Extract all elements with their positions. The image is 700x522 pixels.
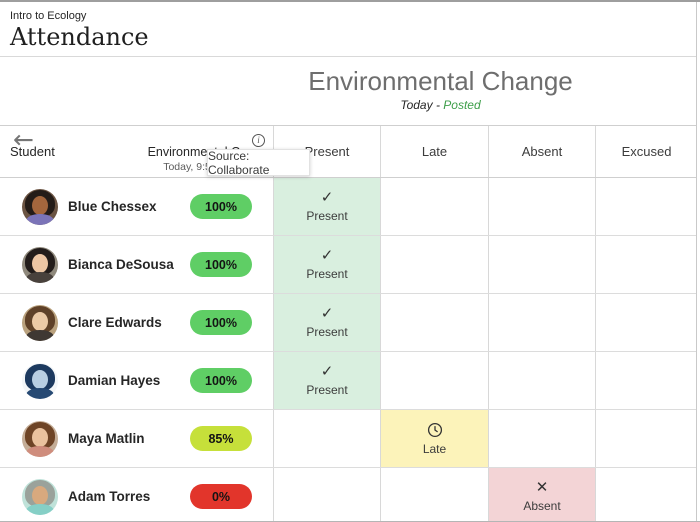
- absent-cell[interactable]: [488, 236, 595, 293]
- table-row: Damian Hayes 100% ✓ Present: [0, 352, 696, 410]
- student-name: Bianca DeSousa: [68, 257, 174, 272]
- excused-cell[interactable]: [595, 352, 697, 409]
- back-arrow-icon[interactable]: ←: [13, 125, 34, 154]
- absent-cell[interactable]: ✕ Absent: [488, 468, 595, 521]
- table-row: Clare Edwards 100% ✓ Present: [0, 294, 696, 352]
- excused-column-header: Excused: [595, 126, 697, 177]
- clock-icon: [427, 422, 442, 437]
- app-header: Intro to Ecology Attendance: [0, 2, 696, 57]
- absent-cell[interactable]: [488, 352, 595, 409]
- attendance-percent-badge: 85%: [190, 426, 252, 451]
- status-label: Late: [422, 441, 447, 456]
- excused-cell[interactable]: [595, 178, 697, 235]
- attendance-percent-badge: 100%: [190, 194, 252, 219]
- course-name: Intro to Ecology: [10, 10, 87, 22]
- attendance-percent-badge: 100%: [190, 252, 252, 277]
- present-cell[interactable]: ✓ Present: [273, 352, 380, 409]
- table-row: Adam Torres 0% ✕ Absent: [0, 468, 697, 521]
- table-row: Bianca DeSousa 100% ✓ Present: [0, 236, 696, 294]
- status-label: Present: [306, 325, 348, 339]
- late-column-header: Late: [380, 126, 488, 177]
- late-cell[interactable]: [380, 236, 488, 293]
- excused-cell[interactable]: [595, 294, 697, 351]
- avatar: [22, 362, 58, 399]
- student-cell: Damian Hayes 100%: [0, 352, 273, 409]
- excused-cell[interactable]: [595, 468, 697, 521]
- student-name: Maya Matlin: [68, 431, 145, 446]
- absent-cell[interactable]: [488, 294, 595, 351]
- source-tooltip-text: Source: Collaborate: [208, 148, 270, 177]
- student-name: Adam Torres: [68, 489, 151, 504]
- student-cell: Bianca DeSousa 100%: [0, 236, 273, 293]
- check-icon: ✓: [320, 304, 334, 322]
- source-tooltip: Source: Collaborate: [207, 148, 310, 177]
- meeting-subtitle: Today - Posted: [400, 98, 481, 112]
- avatar: [22, 478, 58, 515]
- present-cell[interactable]: ✓ Present: [273, 236, 380, 293]
- absent-cell[interactable]: [488, 410, 595, 467]
- status-label: Absent: [523, 499, 561, 513]
- late-cell[interactable]: [380, 178, 488, 235]
- status-label: Present: [306, 383, 348, 397]
- avatar: [22, 246, 58, 283]
- excused-cell[interactable]: [595, 236, 697, 293]
- avatar: [22, 188, 58, 225]
- student-cell: Adam Torres 0%: [0, 468, 273, 521]
- attendance-percent-badge: 100%: [190, 368, 252, 393]
- attendance-percent-badge: 100%: [190, 310, 252, 335]
- check-icon: ✓: [320, 362, 334, 380]
- student-cell: Blue Chessex 100%: [0, 178, 273, 235]
- table-row: Maya Matlin 85% Late: [0, 410, 696, 468]
- student-column-label: Student: [10, 144, 55, 159]
- late-cell[interactable]: [380, 352, 488, 409]
- present-cell[interactable]: [273, 410, 380, 467]
- meeting-title: Environmental Change: [308, 66, 573, 96]
- status-label: Present: [306, 209, 348, 223]
- late-cell[interactable]: [380, 294, 488, 351]
- avatar: [22, 420, 58, 457]
- table-header: Student i Environmental C... Today, 9:55…: [0, 125, 696, 178]
- meeting-nav: ← Environmental Change Today - Posted So…: [0, 57, 696, 177]
- x-icon: ✕: [535, 478, 549, 496]
- late-cell[interactable]: Late: [380, 410, 488, 467]
- student-cell: Maya Matlin 85%: [0, 410, 273, 467]
- page-title: Attendance: [10, 23, 149, 51]
- student-name: Clare Edwards: [68, 315, 162, 330]
- attendance-percent-badge: 0%: [190, 484, 252, 509]
- present-cell[interactable]: ✓ Present: [273, 178, 380, 235]
- present-cell[interactable]: [273, 468, 380, 521]
- absent-column-header: Absent: [488, 126, 595, 177]
- status-label: Present: [306, 267, 348, 281]
- check-icon: ✓: [320, 188, 334, 206]
- excused-cell[interactable]: [595, 410, 697, 467]
- meeting-date: Today: [400, 98, 433, 112]
- late-cell[interactable]: [380, 468, 488, 521]
- present-cell[interactable]: ✓ Present: [273, 294, 380, 351]
- check-icon: ✓: [320, 246, 334, 264]
- student-name: Blue Chessex: [68, 199, 157, 214]
- student-name: Damian Hayes: [68, 373, 161, 388]
- table-row: Blue Chessex 100% ✓ Present: [0, 178, 696, 236]
- meeting-status: Posted: [443, 98, 481, 112]
- info-icon[interactable]: i: [252, 133, 265, 147]
- avatar: [22, 304, 58, 341]
- absent-cell[interactable]: [488, 178, 595, 235]
- student-cell: Clare Edwards 100%: [0, 294, 273, 351]
